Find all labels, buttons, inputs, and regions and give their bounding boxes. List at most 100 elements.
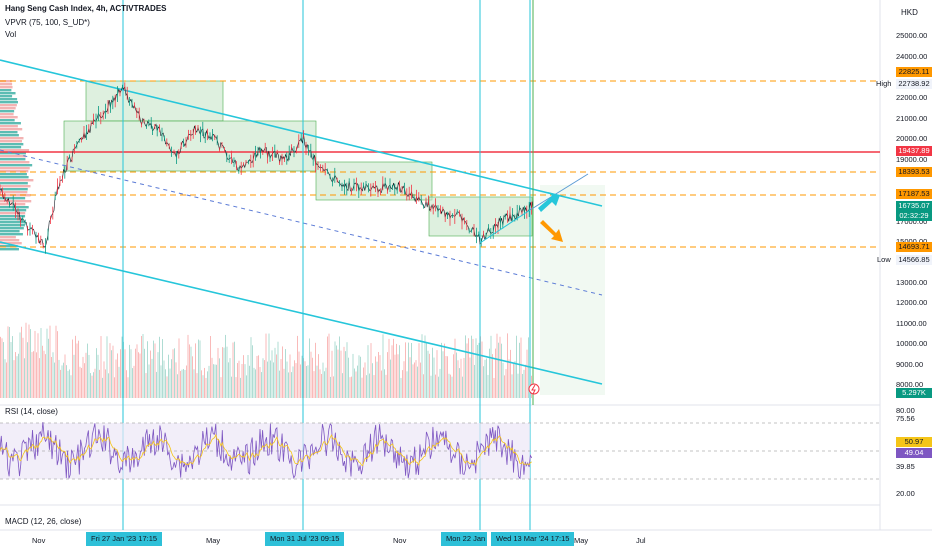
volume-bar [460,358,462,398]
profile-row [0,206,29,209]
profile-row [0,191,28,194]
volume-bar [471,335,472,398]
volume-bar [402,370,403,398]
price-label-level[interactable]: 18393.53 [896,167,932,177]
volume-bar [366,375,367,398]
volume-bar [309,338,310,398]
profile-row [0,131,18,134]
volume-bar [387,352,388,398]
volume-bar [46,328,48,398]
time-marker-box[interactable]: Mon 22 Jan '2⁢ [441,532,487,546]
range-box-2[interactable] [63,120,317,172]
wedge-support[interactable] [479,209,531,244]
arrow-down-icon[interactable] [540,220,563,242]
volume-bar [496,333,498,398]
volume-bar [22,337,24,398]
volume-bar [61,365,63,398]
price-label-low[interactable]: 14566.85 [896,255,932,265]
time-marker-box[interactable]: Mon 31 Jul '23 09:15 [265,532,345,546]
low-marker: Low [877,255,891,264]
volume-bar [115,359,117,398]
volume-bar [150,350,151,398]
channel-upper[interactable] [0,59,603,207]
volume-bar [36,352,37,398]
volume-bar [300,364,301,398]
arrow-up-icon[interactable] [538,192,560,212]
volume-bar [195,343,196,398]
volume-bar [370,343,372,398]
volume-bar [435,374,436,398]
rsi-legend[interactable]: RSI (14, close) [5,407,58,416]
volume-bar [483,366,484,398]
volume-bar [229,358,231,398]
volume-bar [54,362,55,398]
volume-bar [84,363,85,398]
volume-bar [126,370,127,398]
volume-bar [505,369,507,398]
volume-bar [288,372,289,398]
rsi-value[interactable]: 49.04 [896,448,932,458]
range-box-3[interactable] [315,161,433,201]
volume-bar [441,342,442,398]
volume-bar [66,365,67,398]
profile-row [0,164,33,167]
volume-bar [237,363,238,398]
price-tick: 25000.00 [896,31,928,40]
price-label-level[interactable]: 22825.11 [896,67,932,77]
event-icon[interactable] [528,383,540,395]
price-label-high[interactable]: 22738.92 [896,79,932,89]
price-label-level[interactable]: 17187.53 [896,189,932,199]
rsi-tick: 20.00 [896,489,915,498]
volume-bar [456,352,457,398]
volume-bar [81,367,82,398]
volume-label[interactable]: 5.297K [896,388,932,398]
volume-bar [175,362,177,398]
volume-bar [24,358,25,398]
volume-bar [364,362,366,398]
volume-bar [528,337,529,398]
price-label-last[interactable]: 16735.07 [896,201,932,211]
profile-row [0,215,26,218]
volume-bar [315,342,316,398]
volume-bar [13,360,15,398]
volume-bar [112,345,114,398]
price-label-level[interactable]: 19437.89 [896,146,932,156]
channel-lower[interactable] [0,241,603,385]
volume-bar [517,373,519,398]
currency-label[interactable]: HKD [901,8,918,17]
volume-bar [351,376,352,398]
volume-bar [144,348,145,398]
volume-bar [279,370,280,398]
volume-bar [432,347,433,398]
time-marker-box[interactable]: Wed 13 Mar '24 17:15 [491,532,575,546]
volume-bar [306,366,307,398]
volume-legend[interactable]: Vol [5,30,17,39]
volume-bar [463,357,465,398]
volume-bar [363,367,364,398]
vpvr-legend[interactable]: VPVR (75, 100, S_UD*) [5,18,90,27]
volume-bar [264,360,265,398]
volume-bar [414,362,415,398]
volume-bar [490,335,492,398]
volume-bar [417,366,418,398]
price-label-level[interactable]: 14693.71 [896,242,932,252]
profile-row [0,161,30,164]
volume-bar [157,352,159,398]
volume-bar [313,371,315,398]
price-tick: 10000.00 [896,339,928,348]
profile-row [0,92,16,95]
macd-legend[interactable]: MACD (12, 26, close) [5,517,82,526]
volume-bar [292,366,294,398]
time-marker-box[interactable]: Fri 27 Jan '23 17:15 [86,532,163,546]
volume-bar [165,369,166,398]
volume-bar [399,345,400,398]
rsi-ma-value[interactable]: 50.97 [896,437,932,447]
profile-row [0,128,23,131]
volume-bar [55,325,57,398]
projection-up-line[interactable] [529,173,589,211]
volume-bar [336,345,337,398]
range-box-1[interactable] [85,80,224,122]
volume-bar [138,352,139,398]
